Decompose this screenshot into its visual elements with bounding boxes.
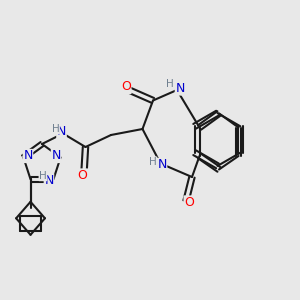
Text: N: N [157, 158, 167, 172]
Text: N: N [175, 82, 185, 95]
Text: N: N [51, 149, 61, 163]
Text: O: O [121, 80, 131, 94]
Text: H: H [52, 124, 59, 134]
Text: O: O [184, 196, 194, 209]
Text: H: H [166, 79, 173, 89]
Text: H: H [39, 171, 47, 181]
Text: O: O [78, 169, 87, 182]
Text: N: N [44, 174, 54, 187]
Text: N: N [23, 149, 33, 163]
Text: H: H [149, 157, 157, 167]
Text: N: N [57, 125, 66, 139]
